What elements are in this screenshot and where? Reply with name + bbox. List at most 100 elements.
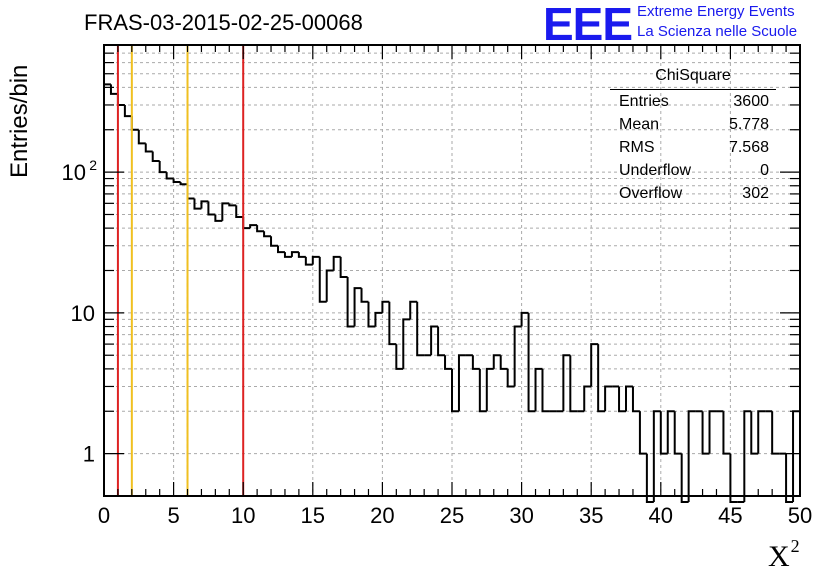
histogram-bin (381, 300, 390, 313)
x-tick-label: 15 (301, 503, 325, 528)
stats-title: ChiSquare (655, 67, 731, 84)
stats-divider (610, 89, 776, 90)
histogram-bin (729, 453, 738, 503)
histogram-bin (541, 368, 550, 413)
histogram-bin (130, 116, 139, 131)
x-tick-label: 45 (718, 503, 742, 528)
histogram-bin (506, 368, 515, 388)
histogram-bin (402, 318, 411, 369)
histogram-bin (583, 385, 592, 412)
stat-label: Underflow (619, 162, 692, 179)
x-tick-label: 50 (788, 503, 812, 528)
histogram-bin (604, 385, 613, 412)
histogram-bin (785, 453, 794, 503)
axes (103, 44, 801, 497)
histogram-bin (513, 325, 522, 387)
histogram-bin (332, 255, 341, 271)
histogram-bin (757, 410, 766, 454)
histogram-bin (457, 354, 466, 412)
histogram-bin (367, 301, 376, 328)
x-tick-label: 5 (167, 503, 179, 528)
histogram-bin (311, 255, 320, 265)
histogram-bin (743, 410, 752, 502)
stat-value: 0 (760, 162, 769, 179)
x-tick-label: 10 (231, 503, 255, 528)
histogram-bin (360, 288, 369, 303)
x-axis-label-base: X (768, 540, 790, 573)
histogram-bin (631, 386, 640, 413)
y-tick-label: 10 (71, 301, 95, 326)
histogram-bin (701, 411, 710, 455)
histogram-bin (680, 453, 689, 503)
histogram-bin (527, 312, 536, 413)
histogram-bin (179, 182, 188, 186)
histogram-bin (103, 83, 111, 496)
histogram-bin (297, 252, 306, 258)
x-axis-label: X2 (768, 536, 800, 574)
histogram-bin (673, 411, 682, 455)
eee-logo: EEE (543, 0, 633, 50)
histogram-bin (569, 355, 578, 413)
histogram-bin (186, 184, 195, 200)
histogram-bin (116, 93, 125, 106)
histogram-bin (374, 311, 383, 327)
stat-row-mean: Mean 5.778 (619, 116, 769, 136)
histogram-bin (242, 216, 251, 230)
histogram-bin (207, 201, 216, 216)
histogram-bin (451, 368, 459, 413)
stat-row-rms: RMS 7.568 (619, 139, 769, 159)
histogram-bin (346, 276, 355, 328)
histogram-bin (437, 326, 446, 357)
histogram-bin (172, 178, 181, 184)
histogram-bin (353, 287, 362, 327)
histogram-bin (388, 301, 397, 346)
histogram-bin (221, 202, 230, 221)
histogram-bin (235, 205, 244, 218)
histogram-bin (771, 411, 780, 455)
histogram-bin (290, 251, 299, 257)
histogram-bin (249, 224, 258, 229)
histogram-bin (123, 104, 132, 118)
histogram-bin (471, 355, 480, 370)
histogram-bin (137, 129, 146, 145)
x-tick-label: 30 (509, 503, 533, 528)
stat-value: 7.568 (728, 139, 769, 156)
histogram-bin (597, 344, 606, 413)
histogram-bin (214, 214, 223, 222)
histogram-bin (659, 411, 668, 455)
histogram-bin (590, 343, 599, 387)
stat-value: 302 (742, 185, 769, 202)
y-axis-label: Entries/bin (6, 64, 33, 178)
x-tick-label: 35 (579, 503, 603, 528)
histogram-bin (520, 311, 529, 327)
histogram-bin (395, 344, 404, 370)
histogram-bin (109, 84, 118, 95)
histogram-bin (277, 245, 285, 254)
histogram-bin (645, 453, 654, 503)
histogram-bin (638, 411, 647, 455)
stat-row-overflow: Overflow 302 (619, 185, 769, 205)
histogram-bin (722, 411, 731, 455)
x-tick-label: 0 (98, 503, 110, 528)
x-tick-label: 40 (649, 503, 673, 528)
chart-title: FRAS-03-2015-02-25-00068 (84, 10, 363, 35)
stat-label: Entries (619, 93, 669, 110)
histogram-bin (534, 367, 543, 412)
stat-row-entries: Entries 3600 (619, 93, 769, 113)
logo-subtitle-2: La Scienza nelle Scuole (637, 23, 798, 40)
histogram-bin (256, 225, 265, 233)
histogram-bin (416, 301, 425, 357)
stat-label: Overflow (619, 185, 683, 202)
histogram-bin (708, 410, 717, 454)
histogram-bin (165, 172, 174, 180)
histogram-bin (318, 256, 327, 303)
histogram-bin (430, 325, 439, 356)
histogram-bin (409, 300, 418, 320)
stat-value: 3600 (733, 93, 769, 110)
histogram-bin (193, 198, 202, 210)
histogram-bin (339, 256, 348, 278)
stat-label: RMS (619, 139, 655, 156)
histogram-bin (652, 410, 661, 502)
logo-subtitle-1: Extreme Energy Events (637, 3, 795, 20)
histogram-bin (200, 200, 209, 209)
